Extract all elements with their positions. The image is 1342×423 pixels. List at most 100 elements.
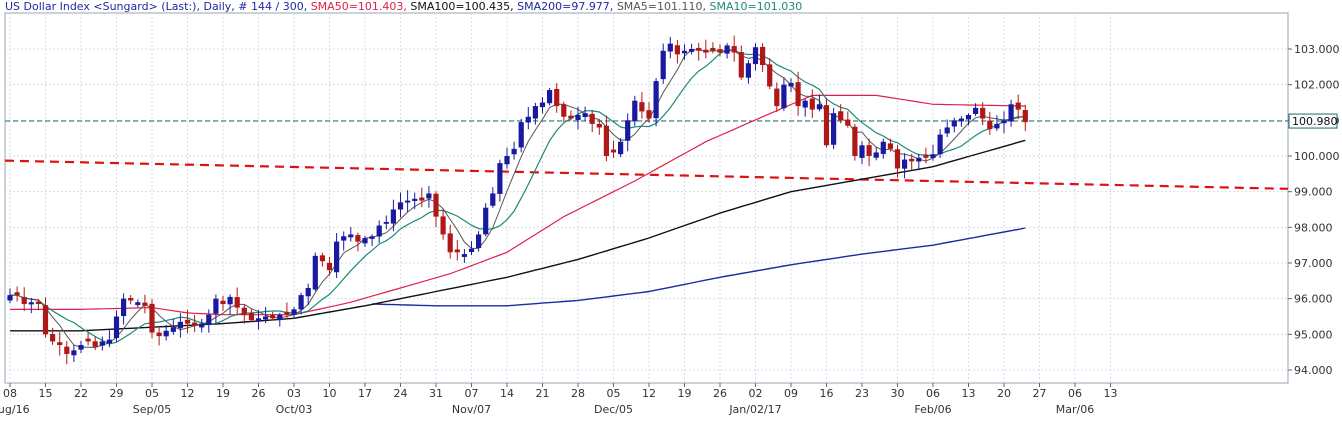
candle-body: [170, 327, 176, 332]
candle-body: [369, 236, 375, 239]
candle: [561, 101, 567, 123]
candle-body: [816, 104, 822, 110]
candle-body: [511, 148, 517, 155]
header-sma50: SMA50=101.403,: [310, 0, 407, 13]
candle-body: [405, 200, 411, 203]
x-tick-label: 17: [358, 387, 372, 400]
candle: [781, 77, 787, 111]
candle-body: [284, 311, 290, 315]
candle-body: [362, 238, 368, 244]
candle: [930, 144, 936, 161]
candle: [64, 340, 70, 365]
candle: [511, 141, 517, 160]
x-tick-label: 31: [429, 387, 443, 400]
chart-header: US Dollar Index <Sungard> (Last:), Daily…: [5, 1, 802, 13]
candle: [213, 294, 219, 325]
candle: [916, 153, 922, 171]
candle: [199, 318, 205, 333]
candle-body: [42, 305, 49, 335]
candle: [234, 287, 240, 315]
candle: [632, 95, 638, 126]
candle-body: [859, 145, 865, 158]
candle-body: [50, 334, 56, 342]
candle: [610, 140, 617, 158]
candle-body: [334, 241, 340, 273]
candle-body: [241, 307, 247, 315]
y-tick-label: 95.000: [1294, 328, 1333, 341]
candle: [454, 239, 460, 261]
candle: [681, 44, 688, 60]
candle: [639, 92, 645, 119]
month-label: Mar/06: [1056, 403, 1094, 416]
candle-body: [156, 332, 162, 337]
candle-body: [277, 314, 283, 321]
candle-body: [142, 302, 148, 306]
candle: [57, 332, 63, 356]
candle: [880, 138, 886, 159]
candle: [284, 302, 290, 318]
candle: [831, 108, 837, 150]
candle: [980, 102, 986, 126]
candle-body: [710, 47, 716, 51]
candle-body: [447, 233, 453, 253]
candle: [177, 313, 183, 338]
x-tick-label: 03: [287, 387, 301, 400]
last-price-label: 100.980: [1292, 115, 1338, 128]
candle-body: [426, 193, 432, 199]
candle-body: [717, 49, 723, 53]
x-tick-label: 20: [997, 387, 1011, 400]
candle-body: [376, 225, 382, 237]
x-tick-label: 05: [145, 387, 159, 400]
x-tick-label: 02: [749, 387, 763, 400]
candle-body: [490, 193, 496, 206]
candle-body: [639, 102, 645, 112]
candle: [277, 312, 283, 327]
candle-body: [1008, 104, 1014, 122]
candle-body: [483, 207, 489, 235]
candle: [397, 192, 404, 218]
candle: [170, 318, 176, 335]
candle: [461, 249, 467, 263]
candle: [326, 256, 333, 276]
candle-body: [575, 114, 581, 121]
x-tick-label: 26: [713, 387, 727, 400]
candle: [596, 120, 602, 135]
candle-body: [731, 46, 737, 53]
candle-body: [121, 298, 127, 317]
candle: [305, 283, 311, 306]
candle-body: [305, 287, 311, 297]
x-tick-label: 23: [855, 387, 869, 400]
candle-body: [263, 316, 269, 320]
x-tick-label: 06: [926, 387, 940, 400]
candle: [426, 186, 432, 208]
candle: [525, 107, 531, 130]
candle: [184, 309, 191, 334]
sma10-line: [10, 49, 1026, 345]
candle: [241, 304, 247, 324]
candle-body: [497, 163, 503, 194]
sma200-line: [372, 227, 1026, 307]
y-tick-label: 99.000: [1294, 186, 1333, 199]
candle-body: [149, 303, 155, 333]
candle-body: [476, 234, 482, 248]
candle: [369, 234, 375, 247]
candle: [362, 235, 368, 247]
x-tick-label: 14: [500, 387, 514, 400]
x-tick-label: 27: [1033, 387, 1047, 400]
candle-body: [270, 315, 276, 319]
candle: [547, 87, 553, 106]
candle: [341, 231, 347, 251]
candle-body: [809, 98, 815, 110]
candle: [106, 329, 112, 348]
candle-body: [518, 122, 524, 148]
candle-body: [596, 123, 602, 128]
x-tick-label: 12: [642, 387, 656, 400]
candle-body: [1015, 102, 1021, 110]
candle: [113, 310, 120, 342]
candle: [263, 306, 269, 324]
candle-body: [199, 323, 205, 328]
candle: [618, 138, 624, 158]
x-tick-label: 13: [962, 387, 976, 400]
candle-body: [873, 152, 879, 158]
